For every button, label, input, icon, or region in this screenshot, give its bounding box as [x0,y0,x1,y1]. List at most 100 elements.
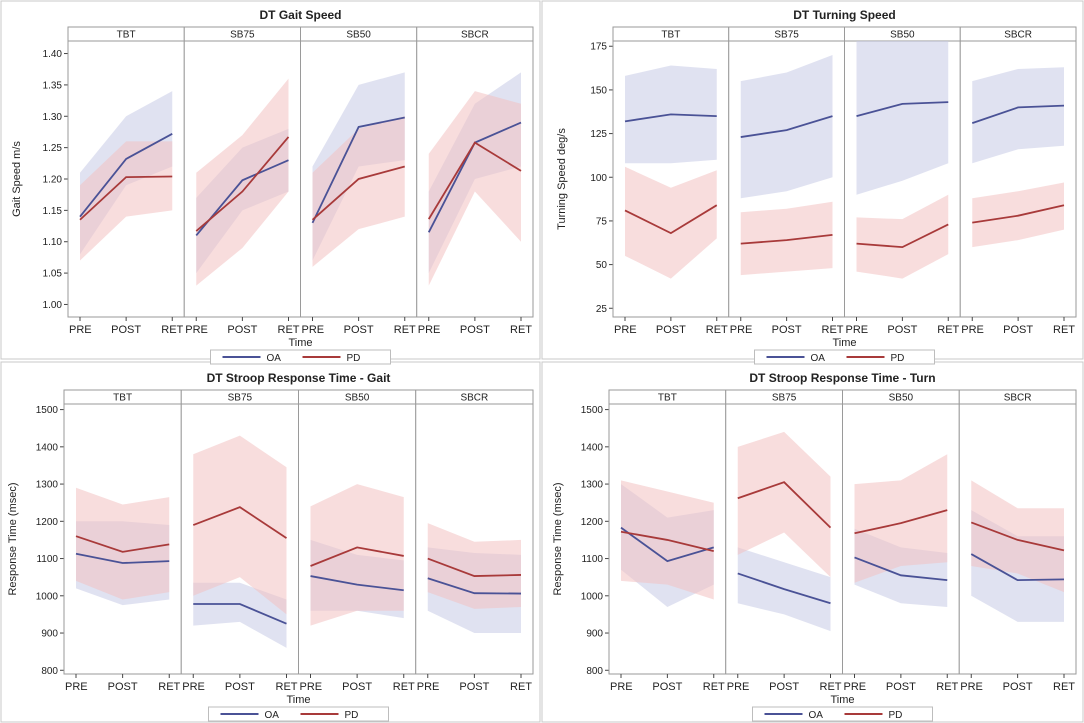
y-tick-label: 1100 [36,554,58,565]
legend: OA PD [752,706,933,722]
x-tick-label: PRE [417,681,440,693]
x-tick-label: RET [936,681,958,693]
legend: OA PD [754,349,935,365]
panel-sb75: SB75 PRE POST RET [725,389,843,693]
x-tick-label: PRE [961,324,984,336]
x-tick-label: PRE [302,324,325,336]
y-tick-label: 1.25 [43,143,63,154]
x-tick-label: POST [1003,324,1033,336]
series-line-pd [856,223,949,249]
x-tick-label: POST [459,681,489,693]
y-tick-label: 1500 [36,405,59,416]
confidence-band-oa [972,67,1064,164]
y-tick-label: 1500 [581,405,604,416]
chart-title: DT Stroop Response Time - Gait [207,371,391,385]
series-line-pd [620,530,714,552]
panel-sbcr: SBCR PRE POST RET [415,389,534,693]
series-line-pd [737,481,832,529]
confidence-band-oa [740,54,833,199]
y-tick-label: 1.10 [43,237,63,248]
panel-label: SB50 [890,30,915,41]
series-line-pd [75,535,170,553]
y-tick-label: 75 [596,216,608,227]
y-tick-label: 900 [586,629,603,640]
series-line-pd [970,521,1065,552]
confidence-band-pd [971,480,1064,593]
legend-label-pd: PD [345,710,359,721]
panel-label: SB50 [889,393,914,404]
panel-label: TBT [113,393,132,404]
panel-sb75: SB75 PRE POST RET [728,26,845,336]
series-line-pd [854,509,948,535]
series-line-oa [193,603,287,625]
x-tick-label: PRE [730,324,753,336]
panel-label: SBCR [460,393,488,404]
y-tick-label: 1.35 [43,80,63,91]
x-tick-label: POST [460,324,490,336]
x-tick-label: RET [1053,681,1075,693]
confidence-band-oa [856,41,949,195]
y-axis-label: Turning Speed deg/s [556,128,568,230]
x-tick-label: POST [108,681,138,693]
x-tick-label: PRE [185,324,208,336]
y-axis-label: Response Time (msec) [7,482,19,595]
panel-sb50: SB50 PRE POST RET [300,26,418,336]
panel-sb75: SB75 PRE POST RET [180,389,299,693]
panel-tbt: TBT PRE POST RET [63,389,182,693]
y-tick-label: 1.40 [43,49,63,60]
chart-title: DT Turning Speed [793,8,895,22]
y-tick-label: 1.00 [43,300,63,311]
x-tick-label: RET [703,681,725,693]
series-line-oa [620,526,715,563]
series-line-oa [971,104,1065,124]
confidence-band-pd [196,78,289,286]
y-axis-label: Gait Speed m/s [11,141,23,217]
panel-label: TBT [117,30,136,41]
panel-label: TBT [661,30,680,41]
y-tick-label: 175 [590,42,607,53]
confidence-band-pd [312,116,405,267]
x-tick-label: POST [652,681,682,693]
legend-label-pd: PD [347,353,361,364]
x-tick-label: RET [394,324,416,336]
confidence-band-pd [80,141,173,261]
y-tick-label: 800 [586,666,603,677]
panel-label: SBCR [1004,30,1032,41]
panel-label: SB75 [772,393,797,404]
series-line-pd [311,165,405,221]
legend-box [208,706,389,722]
legend-box [752,706,933,722]
y-tick-label: 1100 [581,554,603,565]
y-tick-label: 1000 [581,591,604,602]
legend-label-pd: PD [891,353,905,364]
x-tick-label: RET [278,324,300,336]
chart-2: DT Turning Speed 25 50 75 100 125 150 175 Turnin… [556,8,1077,365]
confidence-band-pd [625,166,717,279]
series-line-pd [427,557,522,577]
x-tick-label: POST [769,681,799,693]
chart-title: DT Gait Speed [259,8,341,22]
panel-sbcr: SBCR PRE POST RET [958,389,1077,693]
confidence-band-oa [193,582,287,648]
panel-label: SB75 [228,393,253,404]
confidence-band-pd [854,454,948,583]
panel-tbt: TBT PRE POST RET [612,26,730,336]
legend-label-oa: OA [267,353,282,364]
x-tick-label: POST [111,324,141,336]
x-tick-label: PRE [418,324,441,336]
x-tick-label: RET [276,681,298,693]
panel-label: SBCR [461,30,489,41]
x-tick-label: POST [772,324,802,336]
series-line-oa [310,575,404,592]
panel-sb50: SB50 PRE POST RET [844,26,961,336]
confidence-band-pd [737,431,831,578]
x-tick-label: RET [510,681,532,693]
x-axis-label: Time [286,694,310,706]
y-tick-label: 800 [41,666,58,677]
panel-sb50: SB50 PRE POST RET [842,389,960,693]
panel-label: SB50 [346,30,371,41]
x-tick-label: POST [344,324,374,336]
legend-label-oa: OA [811,353,826,364]
y-tick-label: 1200 [581,517,604,528]
